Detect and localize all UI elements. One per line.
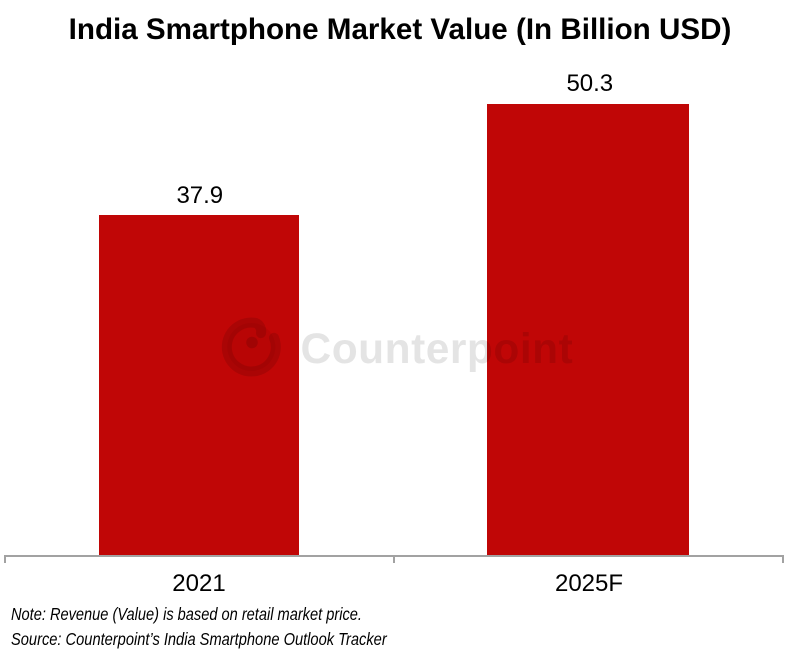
- svg-text:Counterpoint: Counterpoint: [301, 326, 574, 373]
